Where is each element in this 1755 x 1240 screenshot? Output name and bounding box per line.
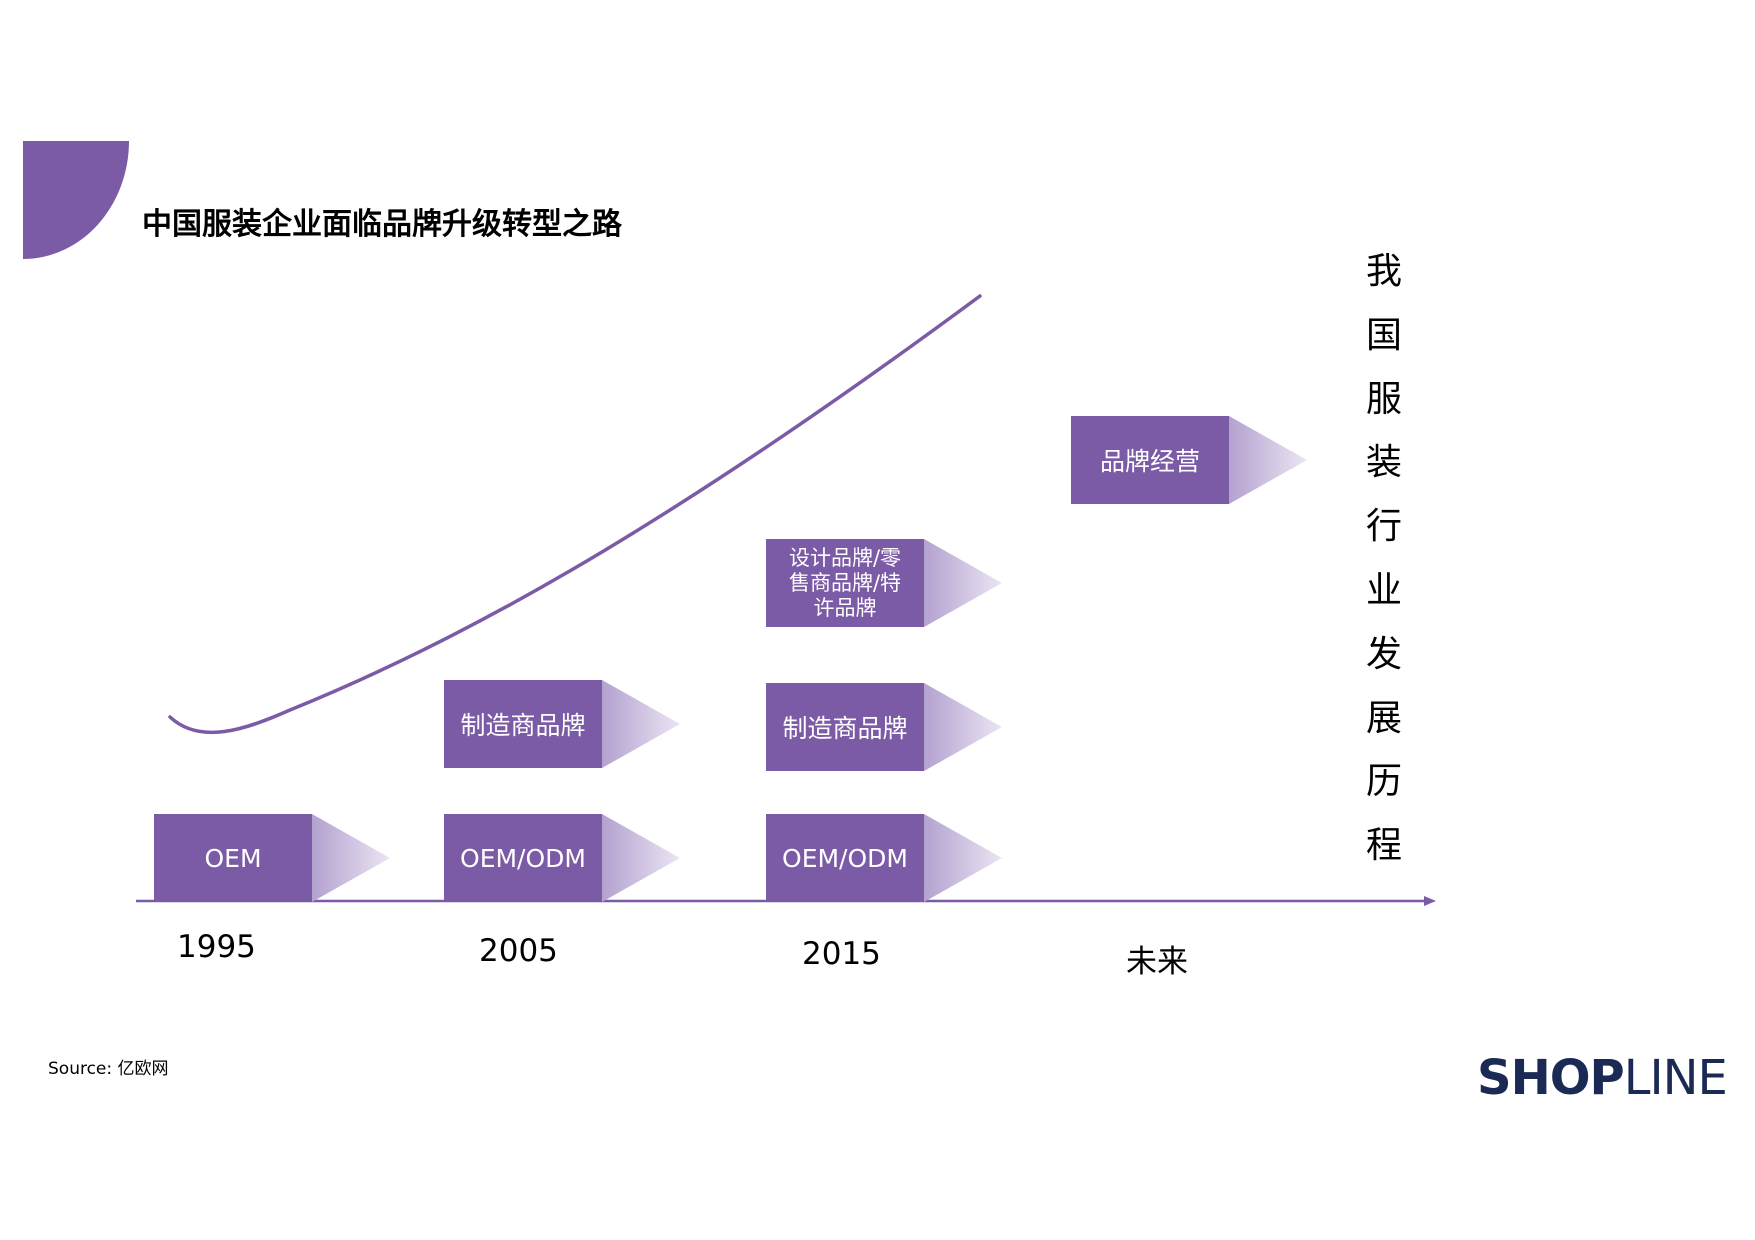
- growth-curve: [168, 294, 982, 735]
- stage-oem-1995: OEM: [154, 814, 312, 902]
- stage-label: OEM/ODM: [782, 843, 908, 873]
- vertical-title-char: 历: [1365, 761, 1402, 803]
- stage-manufacturer-brand-2005: 制造商品牌: [444, 680, 602, 768]
- page-title: 中国服装企业面临品牌升级转型之路: [142, 207, 622, 242]
- stage-manufacturer-brand-2015: 制造商品牌: [766, 683, 924, 771]
- shopline-logo: SHOPLINE: [1477, 1050, 1728, 1106]
- arrow-tip-icon: [1229, 416, 1307, 504]
- vertical-title-char: 程: [1365, 825, 1402, 867]
- year-label-2005: 2005: [479, 933, 558, 969]
- stage-brand-operation-future: 品牌经营: [1071, 416, 1229, 504]
- arrow-tip-icon: [312, 814, 390, 902]
- vertical-title-char: 发: [1365, 633, 1402, 675]
- vertical-title-char: 国: [1365, 314, 1402, 356]
- stage-label: OEM: [204, 843, 262, 873]
- vertical-title-char: 装: [1365, 442, 1402, 484]
- year-label-future: 未来: [1126, 944, 1188, 980]
- arrow-tip-icon: [924, 814, 1002, 902]
- year-label-1995: 1995: [177, 929, 256, 965]
- arrow-tip-icon: [924, 539, 1002, 627]
- stage-label-line: 售商品牌/特: [788, 570, 902, 595]
- stage-label: 品牌经营: [1099, 447, 1200, 476]
- vertical-title-char: 展: [1365, 697, 1402, 739]
- stage-design-retail-license-brand-2015: 设计品牌/零 售商品牌/特 许品牌: [766, 539, 924, 627]
- logo-thin-text: LINE: [1623, 1050, 1728, 1106]
- vertical-title: 我 国 服 装 行 业 发 展 历 程: [1359, 240, 1409, 878]
- stage-oem-odm-2005: OEM/ODM: [444, 814, 602, 902]
- vertical-title-char: 业: [1365, 569, 1402, 611]
- arrow-tip-icon: [602, 680, 680, 768]
- axis-arrow-icon: [1424, 896, 1436, 906]
- stage-oem-odm-2015: OEM/ODM: [766, 814, 924, 902]
- stage-label: 制造商品牌: [782, 714, 908, 743]
- vertical-title-char: 服: [1365, 378, 1402, 420]
- vertical-title-char: 行: [1365, 506, 1402, 548]
- stage-label-line: 许品牌: [813, 595, 877, 620]
- year-label-2015: 2015: [802, 936, 881, 972]
- vertical-title-char: 我: [1365, 251, 1402, 292]
- arrow-tip-icon: [602, 814, 680, 902]
- stage-label: 制造商品牌: [460, 711, 586, 740]
- arrow-tip-icon: [924, 683, 1002, 771]
- logo-bold-text: SHOP: [1477, 1050, 1625, 1106]
- source-note: Source: 亿欧网: [48, 1059, 169, 1079]
- stage-label-line: 设计品牌/零: [788, 545, 902, 570]
- stage-label: OEM/ODM: [460, 843, 586, 873]
